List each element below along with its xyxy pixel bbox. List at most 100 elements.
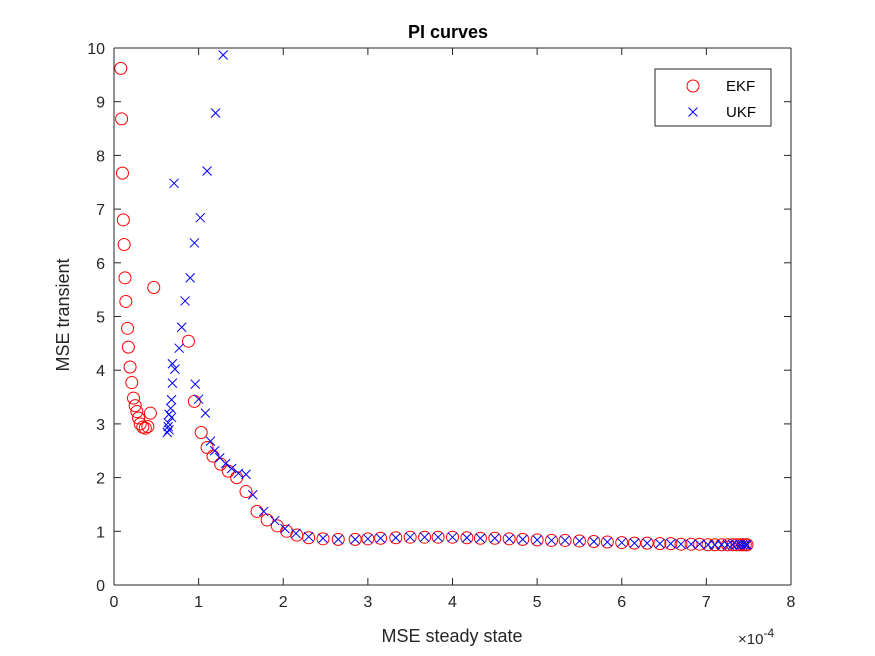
x-marker-stroke [210,108,221,118]
ukf-point [193,394,204,405]
x-marker-stroke [665,538,676,549]
ukf-point [218,50,229,60]
ekf-point [121,321,135,335]
legend-entry-ukf: UKF [688,104,756,121]
y-tick-label: 3 [96,417,105,434]
x-marker-stroke [703,539,713,550]
ukf-point [269,515,280,526]
ukf-point [727,539,738,550]
x-multiplier-exponent: -4 [763,626,774,640]
x-marker-stroke [504,533,515,544]
ekf-point [123,360,137,374]
ekf-point [733,538,747,552]
ukf-point [226,463,237,474]
ukf-point [616,537,627,548]
ekf-point [128,399,142,413]
ukf-point [629,538,640,548]
x-tick-label: 3 [363,594,372,611]
ukf-point [318,533,328,544]
x-tick-label: 0 [110,594,119,611]
ekf-point [615,536,629,550]
ekf-point [117,238,131,252]
y-tick-label: 5 [96,310,105,327]
ukf-point [241,469,251,480]
ekf-point [374,531,388,545]
x-marker-stroke [189,238,200,248]
x-marker-stroke [190,379,201,390]
ukf-point [504,533,515,544]
x-axis-label: MSE steady state [381,626,522,646]
ekf-point [115,166,129,180]
legend: EKF UKF [654,68,772,127]
x-multiplier-base: ×10 [738,631,763,648]
ukf-point [686,539,696,550]
ekf-point [587,535,601,549]
x-marker-stroke [722,539,733,550]
ukf-point [560,535,570,546]
x-marker-stroke [709,539,720,550]
x-marker-stroke [214,452,225,463]
x-marker-stroke [737,539,748,550]
y-tick-label: 9 [96,95,105,112]
ukf-point [167,358,178,369]
x-marker-stroke [269,515,280,526]
y-tick-label: 7 [96,202,105,219]
ukf-point [447,532,458,543]
x-marker-stroke [654,538,665,549]
ukf-point [475,533,486,544]
ekf-point [389,531,403,545]
ekf-point [331,532,345,546]
x-tick-label: 4 [448,594,457,611]
x-marker-stroke [333,534,344,545]
y-tick-label: 8 [96,148,105,165]
ukf-point [489,533,500,544]
x-marker-stroke [291,528,301,539]
ukf-point [642,538,652,548]
x-marker-stroke [220,458,231,469]
x-marker-stroke [166,394,177,405]
ukf-point [588,536,599,547]
ukf-point [654,538,665,549]
ekf-point [147,281,161,295]
ekf-point [708,538,722,552]
ekf-point [653,537,667,551]
x-marker-stroke [363,533,373,544]
y-tick-label: 2 [96,471,105,488]
ekf-point [418,530,432,544]
ekf-point [239,485,253,499]
ukf-point [363,533,373,544]
ekf-point [740,538,754,552]
x-marker-stroke [735,539,746,550]
x-marker-stroke [167,358,178,369]
x-marker-stroke [546,535,557,546]
ukf-point [205,436,216,446]
x-marker-stroke [517,534,528,545]
ekf-point [116,213,130,227]
ekf-point [361,532,375,546]
x-marker-stroke [390,532,401,543]
ukf-point [532,535,542,545]
x-marker-stroke [200,408,211,419]
ukf-point [166,412,177,423]
legend-ekf-label: EKF [726,78,755,95]
ekf-point [664,537,678,551]
x-marker-stroke [350,534,361,545]
ekf-point [250,504,264,518]
x-marker-stroke [195,212,206,223]
ekf-point [473,531,487,545]
ukf-point [405,532,416,543]
ukf-point [433,532,443,543]
ukf-point [390,532,401,543]
y-tick-label: 0 [96,578,105,595]
ekf-point [206,449,220,463]
x-tick-label: 6 [617,594,626,611]
ukf-point [676,539,686,550]
series-ukf [162,50,752,550]
x-tick-label: 7 [702,594,711,611]
data-markers [114,50,754,552]
ukf-point [419,532,430,543]
x-tick-label: 2 [279,594,288,611]
x-marker-stroke [166,412,177,423]
ukf-point [185,272,196,283]
